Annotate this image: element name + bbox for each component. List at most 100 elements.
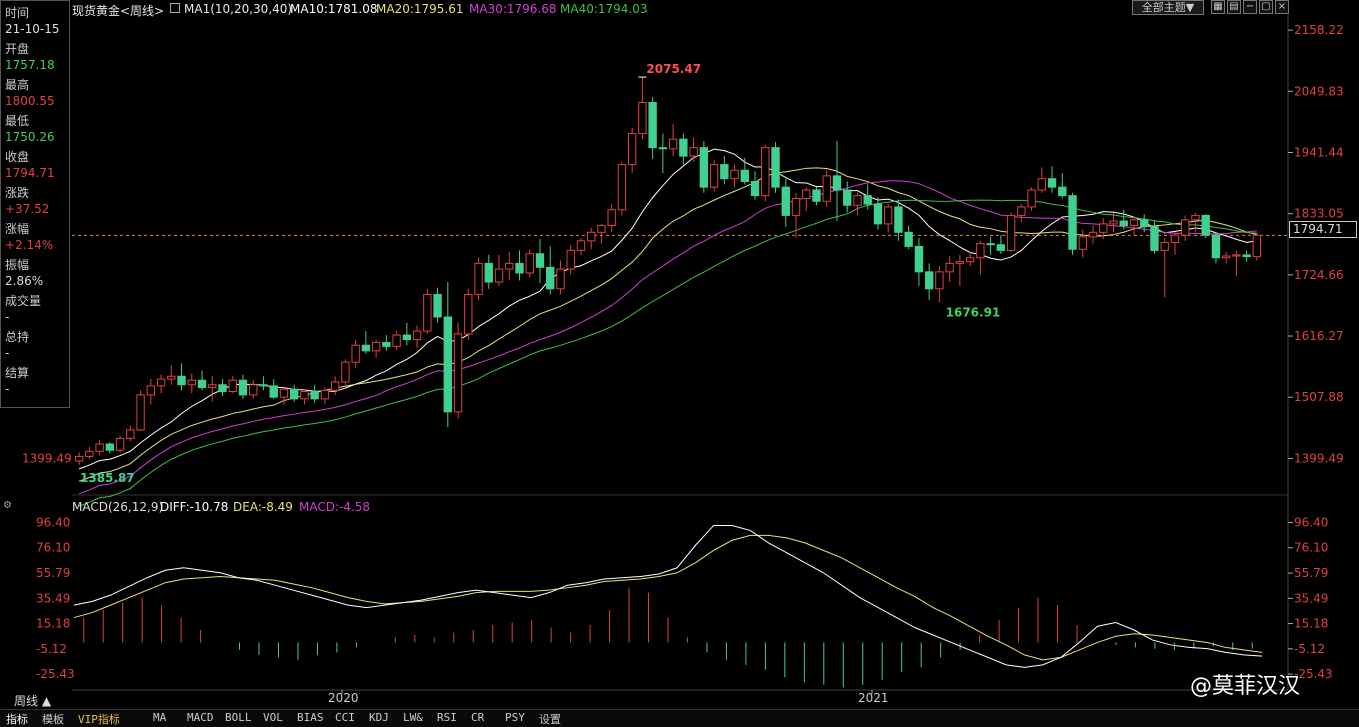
tab-7[interactable]: BIAS — [297, 711, 324, 724]
tab-3[interactable]: MA — [153, 711, 167, 724]
candle-body — [1058, 186, 1067, 197]
info-value-9: - — [5, 346, 10, 360]
candle-body — [1140, 219, 1149, 228]
candle-body — [1181, 219, 1190, 236]
candle-body — [1088, 231, 1098, 238]
candle-body — [802, 189, 811, 199]
single-chart-icon[interactable]: ▤ — [1227, 0, 1241, 14]
macd-left-tick: 35.49 — [36, 591, 70, 605]
candle-body — [945, 262, 954, 273]
candle-body — [351, 344, 360, 363]
candle-body — [167, 375, 176, 380]
macd-settings-icon[interactable]: ⚙ — [3, 500, 12, 511]
tab-10[interactable]: LW& — [403, 711, 423, 724]
candle-body — [617, 164, 627, 211]
candle-body — [300, 391, 309, 400]
minimize-icon[interactable]: − — [1243, 0, 1257, 14]
instrument-title[interactable]: 现货黄金<周线> — [72, 4, 165, 18]
candle-body — [402, 334, 412, 341]
info-label-10: 结算 — [5, 366, 30, 380]
tab-8[interactable]: CCI — [335, 711, 355, 724]
candle-body — [873, 203, 883, 225]
candle-body — [679, 138, 688, 157]
info-value-1: 1757.18 — [5, 58, 55, 72]
price-tick-label: 1399.49 — [1294, 451, 1344, 465]
info-label-6: 涨幅 — [5, 222, 30, 236]
grid-layout-icon[interactable]: ▦ — [1211, 0, 1225, 14]
candle-body — [269, 385, 278, 398]
candle-body — [1119, 220, 1128, 227]
candle-body — [853, 195, 862, 206]
ma-indicator-label[interactable]: MA1(10,20,30,40) — [184, 2, 293, 16]
macd-right-tick: -25.43 — [1294, 667, 1333, 681]
candle-body — [740, 169, 749, 183]
candle-body — [484, 262, 493, 283]
macd-dea-line — [73, 534, 1263, 661]
candle-body — [914, 245, 924, 273]
candle-body — [330, 381, 340, 391]
candle-body — [955, 261, 965, 264]
ma-line-ma40 — [78, 199, 1257, 507]
tab-9[interactable]: KDJ — [369, 711, 389, 724]
candle-body — [791, 197, 801, 216]
candle-body — [525, 253, 534, 274]
candle-body — [1078, 236, 1087, 250]
candle-body — [126, 429, 135, 439]
info-label-1: 开盘 — [5, 42, 30, 56]
candle-body — [85, 450, 94, 457]
candle-body — [341, 361, 350, 383]
macd-right-tick: 96.40 — [1294, 515, 1328, 529]
tab-5[interactable]: BOLL — [225, 711, 252, 724]
candle-body — [1232, 254, 1241, 257]
candle-body — [1242, 254, 1251, 258]
candle-body — [494, 268, 504, 283]
candle-body — [750, 181, 760, 197]
tab-13[interactable]: PSY — [505, 711, 525, 724]
candle-body — [566, 249, 575, 270]
candle-body — [412, 330, 422, 341]
close-icon[interactable]: × — [1275, 0, 1289, 14]
info-value-10: - — [5, 382, 10, 396]
macd-macd-value: MACD:-4.58 — [299, 500, 371, 514]
candle-body — [535, 253, 545, 268]
tab-12[interactable]: CR — [471, 711, 485, 724]
candle-body — [607, 209, 616, 227]
info-label-8: 成交量 — [5, 294, 42, 308]
candle-body — [433, 293, 442, 318]
info-value-0: 21-10-15 — [5, 22, 60, 36]
info-value-4: 1794.71 — [5, 166, 55, 180]
candle-body — [1170, 234, 1180, 243]
high-annotation: 2075.47 — [646, 62, 701, 76]
restore-icon[interactable]: ▢ — [1259, 0, 1273, 14]
info-label-2: 最高 — [5, 78, 30, 92]
tab-2[interactable]: VIP指标 — [78, 713, 120, 726]
macd-right-tick: 15.18 — [1294, 617, 1328, 631]
candle-body — [156, 378, 166, 387]
theme-select[interactable]: 全部主题▼ — [1132, 0, 1204, 15]
indicator-settings-icon[interactable] — [170, 3, 180, 13]
macd-label[interactable]: MACD(26,12,9) — [72, 500, 164, 514]
period-selector[interactable]: 周线 ▲ — [14, 694, 52, 708]
tab-4[interactable]: MACD — [187, 711, 214, 724]
tab-0[interactable]: 指标 — [6, 713, 28, 726]
info-label-0: 时间 — [5, 6, 30, 20]
tab-6[interactable]: VOL — [263, 711, 283, 724]
tab-11[interactable]: RSI — [437, 711, 457, 724]
candle-body — [587, 231, 596, 242]
tab-14[interactable]: 设置 — [539, 713, 561, 726]
price-tick-label: 2049.83 — [1294, 84, 1344, 98]
candle-body — [453, 333, 463, 413]
macd-left-tick: 96.40 — [36, 515, 70, 529]
candle-body — [1099, 223, 1108, 233]
price-tick-label: 2158.22 — [1294, 23, 1344, 37]
candle-body — [310, 391, 319, 400]
info-label-9: 总持 — [5, 330, 30, 344]
tab-1[interactable]: 模板 — [42, 713, 64, 726]
candle-body — [136, 394, 145, 431]
candle-body — [74, 455, 84, 462]
candle-body — [208, 384, 217, 389]
candle-body — [361, 344, 371, 352]
info-label-3: 最低 — [5, 114, 30, 128]
ma-line-ma20 — [78, 167, 1257, 482]
